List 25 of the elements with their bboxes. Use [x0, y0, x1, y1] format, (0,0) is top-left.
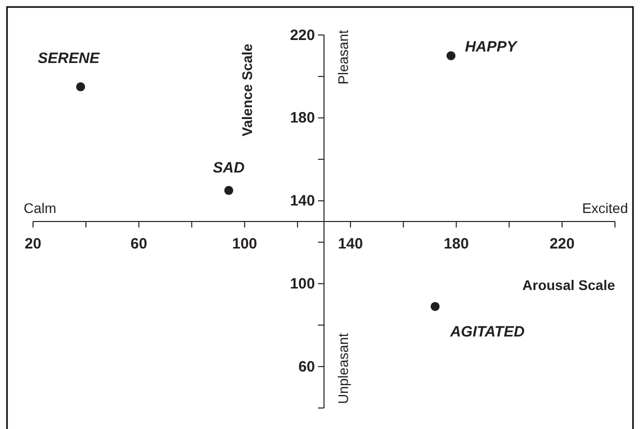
annotation: SERENE — [38, 50, 100, 67]
y-tick-label: 60 — [298, 358, 315, 376]
x-tick-label: 220 — [550, 236, 575, 252]
y-tick-label: 180 — [290, 110, 315, 127]
y-axis-title: Valence Scale — [239, 43, 255, 136]
annotation: Pleasant — [335, 30, 351, 84]
point — [446, 51, 456, 60]
annotation: SAD — [212, 159, 245, 176]
point — [430, 302, 440, 311]
annotation: Unpleasant — [335, 333, 351, 404]
x-tick-label: 140 — [338, 236, 363, 252]
x-axis-title: Arousal Scale — [522, 277, 616, 293]
point — [224, 186, 234, 195]
y-tick-label: 140 — [290, 192, 315, 210]
x-tick-label: 100 — [232, 236, 258, 252]
x-tick-label: 180 — [444, 236, 469, 252]
y-tick-label: 100 — [290, 275, 315, 292]
annotation: Excited — [582, 200, 628, 216]
annotation: HAPPY — [464, 38, 519, 56]
x-tick-label: 20 — [24, 236, 42, 252]
x-tick-label: 60 — [130, 236, 148, 252]
y-tick-label: 220 — [290, 26, 315, 44]
point — [76, 82, 86, 92]
annotation: AGITATED — [449, 323, 525, 340]
annotation: Calm — [24, 200, 56, 216]
